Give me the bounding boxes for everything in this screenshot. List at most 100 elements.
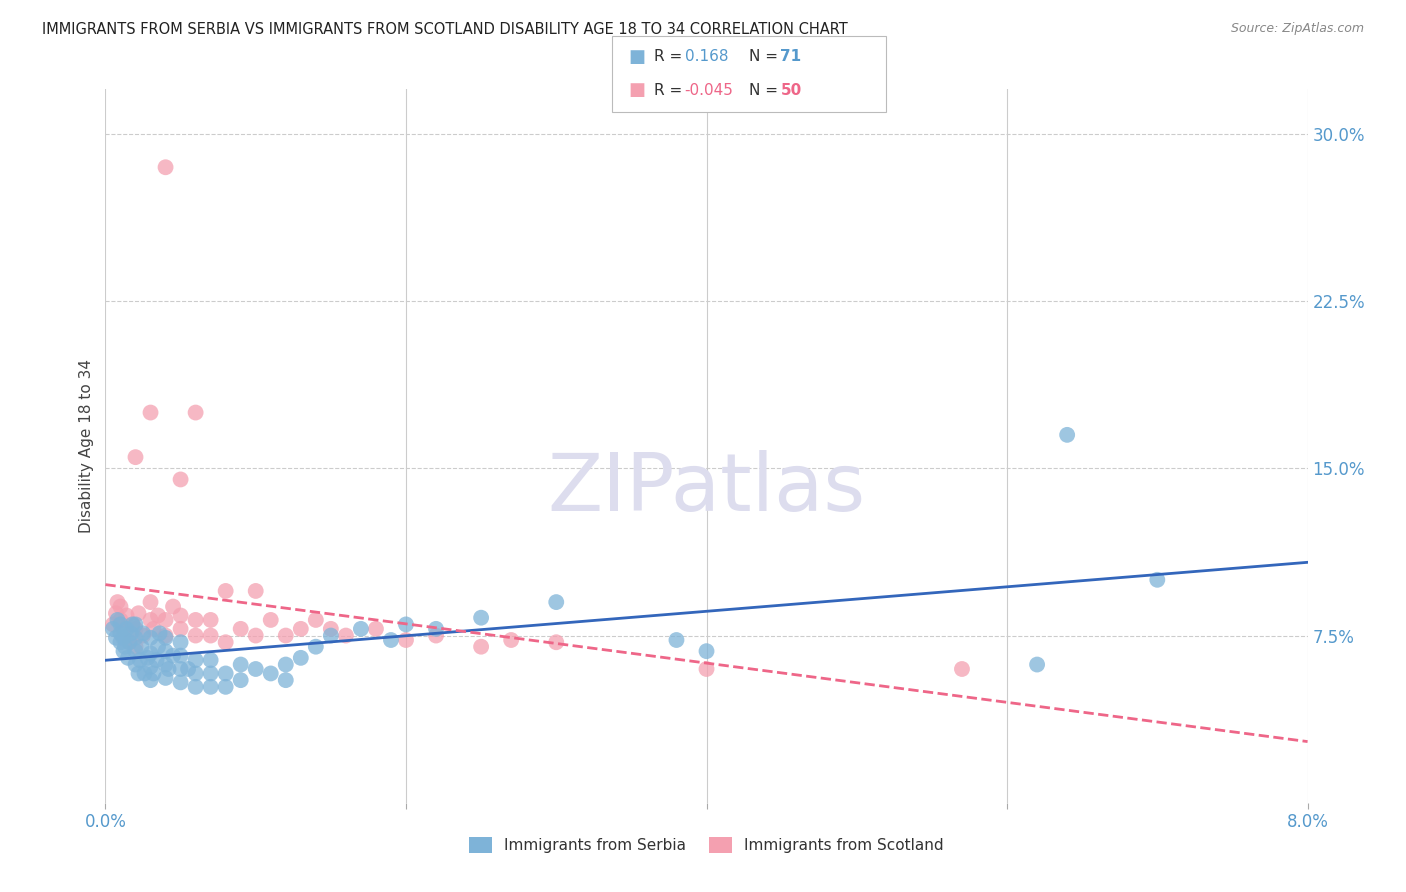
Point	[245, 628, 267, 642]
Point	[290, 651, 312, 665]
Text: IMMIGRANTS FROM SERBIA VS IMMIGRANTS FROM SCOTLAND DISABILITY AGE 18 TO 34 CORRE: IMMIGRANTS FROM SERBIA VS IMMIGRANTS FRO…	[42, 22, 848, 37]
Point	[274, 628, 297, 642]
Point	[169, 608, 191, 623]
Point	[260, 613, 283, 627]
Point	[118, 635, 141, 649]
Text: 71: 71	[780, 49, 801, 64]
Text: R =: R =	[654, 83, 688, 98]
Point	[131, 640, 153, 654]
Point	[169, 635, 191, 649]
Point	[169, 662, 191, 676]
Legend: Immigrants from Serbia, Immigrants from Scotland: Immigrants from Serbia, Immigrants from …	[463, 831, 950, 859]
Point	[305, 613, 328, 627]
Point	[696, 644, 718, 658]
Point	[142, 666, 165, 681]
Point	[501, 633, 523, 648]
Point	[184, 628, 207, 642]
Point	[132, 628, 155, 642]
Point	[110, 613, 132, 627]
Point	[214, 666, 236, 681]
Point	[124, 657, 146, 672]
Point	[155, 644, 177, 658]
Point	[139, 631, 162, 645]
Text: ■: ■	[628, 48, 645, 66]
Point	[134, 666, 156, 681]
Point	[139, 595, 162, 609]
Point	[184, 405, 207, 420]
Point	[146, 640, 169, 654]
Point	[120, 626, 142, 640]
Text: -0.045: -0.045	[685, 83, 734, 98]
Point	[110, 599, 132, 614]
Point	[157, 662, 180, 676]
Point	[260, 666, 283, 681]
Text: N =: N =	[749, 83, 783, 98]
Point	[214, 583, 236, 598]
Point	[229, 657, 252, 672]
Point	[395, 617, 418, 632]
Point	[546, 595, 568, 609]
Point	[214, 635, 236, 649]
Point	[665, 633, 688, 648]
Point	[112, 644, 135, 658]
Point	[110, 626, 132, 640]
Point	[274, 657, 297, 672]
Point	[162, 599, 184, 614]
Point	[1026, 657, 1049, 672]
Point	[139, 660, 162, 674]
Point	[214, 680, 236, 694]
Point	[305, 640, 328, 654]
Point	[290, 622, 312, 636]
Point	[139, 613, 162, 627]
Point	[124, 644, 146, 658]
Point	[139, 673, 162, 687]
Text: N =: N =	[749, 49, 783, 64]
Point	[114, 640, 136, 654]
Point	[350, 622, 373, 636]
Text: ■: ■	[628, 81, 645, 99]
Point	[177, 662, 200, 676]
Point	[470, 640, 492, 654]
Point	[112, 622, 135, 636]
Point	[200, 653, 222, 667]
Point	[129, 653, 152, 667]
Y-axis label: Disability Age 18 to 34: Disability Age 18 to 34	[79, 359, 94, 533]
Point	[696, 662, 718, 676]
Point	[155, 657, 177, 672]
Point	[115, 622, 138, 636]
Point	[142, 622, 165, 636]
Point	[1146, 573, 1168, 587]
Point	[425, 622, 447, 636]
Text: 0.168: 0.168	[685, 49, 728, 64]
Point	[121, 617, 143, 632]
Text: Source: ZipAtlas.com: Source: ZipAtlas.com	[1230, 22, 1364, 36]
Point	[200, 628, 222, 642]
Point	[274, 673, 297, 687]
Point	[169, 622, 191, 636]
Point	[245, 583, 267, 598]
Point	[245, 662, 267, 676]
Point	[146, 608, 169, 623]
Point	[319, 628, 342, 642]
Point	[184, 653, 207, 667]
Point	[121, 617, 143, 632]
Point	[155, 628, 177, 642]
Point	[1056, 427, 1078, 442]
Point	[200, 666, 222, 681]
Point	[117, 651, 139, 665]
Point	[136, 651, 159, 665]
Point	[364, 622, 387, 636]
Point	[200, 680, 222, 694]
Text: 50: 50	[780, 83, 801, 98]
Point	[335, 628, 357, 642]
Point	[380, 633, 402, 648]
Point	[101, 622, 124, 636]
Point	[124, 640, 146, 654]
Point	[162, 648, 184, 663]
Point	[155, 671, 177, 685]
Point	[200, 613, 222, 627]
Point	[184, 680, 207, 694]
Point	[128, 666, 150, 681]
Point	[169, 473, 191, 487]
Point	[229, 673, 252, 687]
